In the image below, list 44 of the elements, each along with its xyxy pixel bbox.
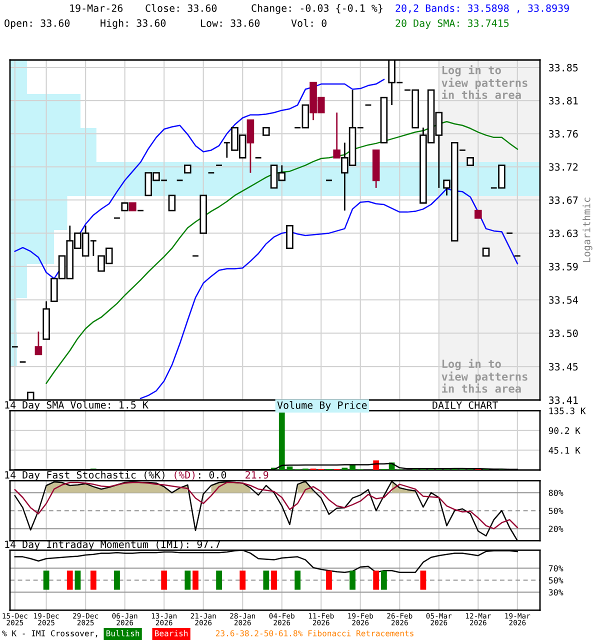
text: Log in to view patterns in this area xyxy=(442,358,528,393)
text: Change: -0.03 {-0.1 %} xyxy=(252,4,382,14)
y-tick-label: 45.1 K xyxy=(548,447,580,454)
y-tick-label: 33.72 xyxy=(549,163,578,171)
text: 21.9 xyxy=(246,471,268,479)
y-tick-label: 33.63 xyxy=(549,230,578,238)
y-tick-label: 70% xyxy=(548,565,564,572)
text: Vol: 0 xyxy=(291,19,326,27)
text: 20,2 Bands: 33.5898 , 33.8939 xyxy=(396,4,569,14)
y-tick-label: 135.3 K xyxy=(549,408,586,414)
y-tick-label: 80% xyxy=(548,490,564,496)
y-tick-label: 50% xyxy=(548,508,564,514)
legend-title: % K - IMI Crossover, xyxy=(2,630,98,638)
text: Low: 33.60 xyxy=(201,19,260,27)
y-tick-label: 33.54 xyxy=(549,296,578,304)
text: High: 33.60 xyxy=(100,19,166,29)
y-tick-label: 20% xyxy=(548,526,564,532)
y-tick-label: 33.85 xyxy=(549,64,578,72)
text: : 0.0 xyxy=(199,471,226,479)
text: 23.6-38.2-50-61.8% Fibonacci Retracements xyxy=(216,630,414,636)
series-label: (%D) xyxy=(174,470,195,480)
text: Bearish xyxy=(154,630,188,636)
text: 19-Mar-26 xyxy=(70,4,123,12)
y-tick-label: 33.76 xyxy=(549,130,578,138)
text: Close: 33.60 xyxy=(146,4,217,12)
y-tick-label: 33.81 xyxy=(549,96,578,105)
series-label: (%K) xyxy=(144,470,164,480)
y-tick-label: 33.41 xyxy=(549,396,578,404)
y-axis-title: Logarithmic xyxy=(582,198,592,262)
chart-title: 14 Day Fast Stochastic xyxy=(5,470,136,481)
band-label: Log in to view patterns in this area xyxy=(442,65,528,99)
text: Open: 33.60 xyxy=(4,19,70,29)
chart-title: 14 Day SMA Volume: 1.5 K xyxy=(5,400,148,411)
text: Volume By Price xyxy=(277,401,367,411)
text: Bullish xyxy=(106,630,140,636)
y-tick-label: 50% xyxy=(548,577,564,584)
y-tick-label: 30% xyxy=(548,589,564,596)
y-tick-label: 33.45 xyxy=(549,362,578,371)
y-tick-label: 33.67 xyxy=(549,196,578,204)
text: DAILY CHART xyxy=(432,401,498,409)
y-tick-label: 33.59 xyxy=(549,262,578,270)
text: 20 Day SMA: 33.7415 xyxy=(396,19,509,29)
y-tick-label: 90.2 K xyxy=(548,427,580,434)
y-tick-label: 33.50 xyxy=(549,330,578,338)
